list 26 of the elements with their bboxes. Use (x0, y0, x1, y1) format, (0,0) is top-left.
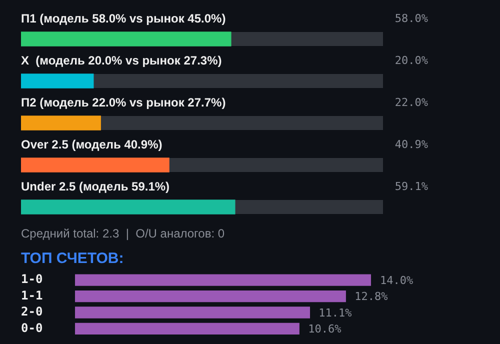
y-tick-label: X (модель 20.0% vs рынок 27.3%) (21, 53, 222, 68)
bar (21, 116, 101, 130)
data-label: 40.9% (394, 138, 428, 151)
data-label: 59.1% (394, 180, 428, 193)
y-tick-label: 1-0 (21, 272, 43, 286)
y-tick-label: 0-0 (21, 320, 43, 335)
data-label: 10.6% (308, 322, 342, 336)
y-tick-label: Over 2.5 (модель 40.9%) (21, 137, 162, 152)
data-label: 58.0% (394, 12, 428, 25)
y-tick-label: П1 (модель 58.0% vs рынок 45.0%) (21, 11, 226, 26)
bar (75, 322, 300, 335)
y-tick-label: П2 (модель 22.0% vs рынок 27.7%) (21, 95, 226, 110)
data-label: 14.0% (380, 274, 414, 287)
chart-title: ТОП СЧЕТОВ: (21, 250, 124, 268)
y-tick-label: Under 2.5 (модель 59.1%) (21, 179, 170, 194)
text: Средний total: 2.3 | O/U аналогов: 0 (21, 226, 225, 240)
data-label: 12.8% (354, 290, 388, 304)
data-label: 22.0% (394, 96, 428, 109)
y-tick-label: 1-1 (21, 288, 43, 302)
y-tick-label: 2-0 (21, 304, 43, 319)
bar (75, 306, 310, 318)
bar (75, 274, 371, 286)
bar (21, 74, 94, 88)
data-label: 11.1% (318, 306, 352, 320)
bar (75, 290, 346, 302)
data-label: 20.0% (394, 54, 428, 67)
